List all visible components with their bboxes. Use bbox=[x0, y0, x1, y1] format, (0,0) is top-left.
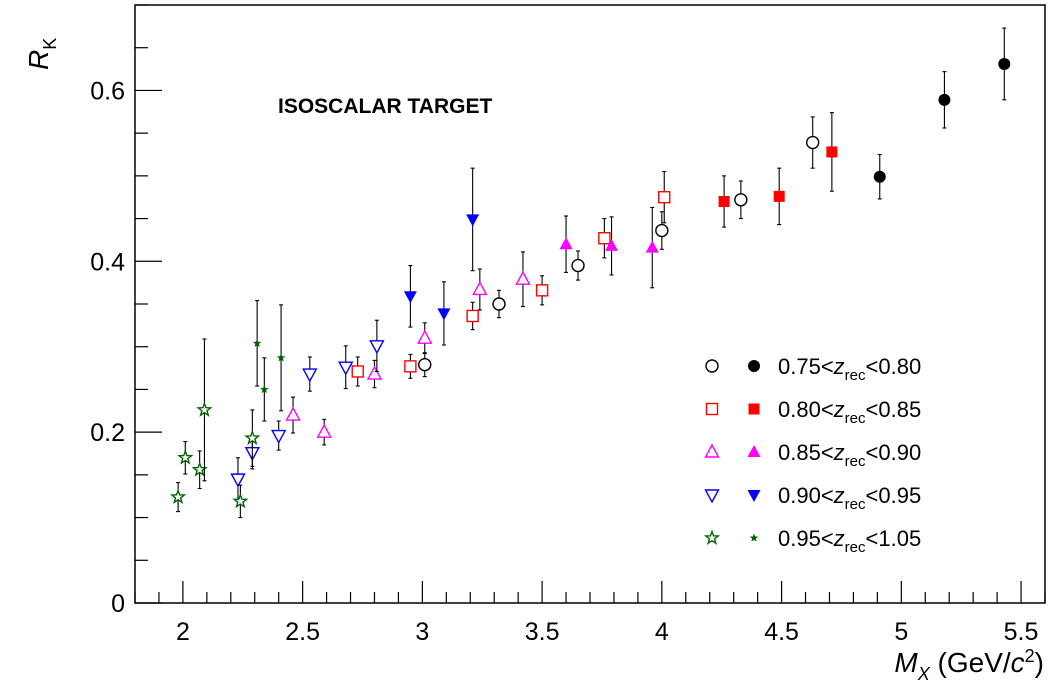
tick-labels: 2 2.5 3 3.5 4 4.5 5 5.5 0 0.2 0.4 0.6 bbox=[90, 77, 1038, 646]
legend: 0.75<zrec<0.80 0.80<zrec<0.85 0.85<zrec<0.… bbox=[703, 354, 921, 556]
data-point-open bbox=[515, 270, 531, 285]
data-point-open bbox=[404, 360, 417, 373]
x-tick-label: 5 bbox=[894, 618, 908, 646]
x-tick-label: 4 bbox=[655, 618, 669, 646]
data-point-open bbox=[230, 473, 246, 488]
data-point-open bbox=[285, 406, 301, 421]
data-point-open bbox=[658, 191, 671, 204]
x-tick-label: 4.5 bbox=[764, 618, 799, 646]
data-point-filled bbox=[938, 93, 951, 106]
data-point-open bbox=[316, 423, 332, 438]
legend-label: 0.95<zrec<1.05 bbox=[778, 526, 921, 556]
legend-label: 0.80<zrec<0.85 bbox=[778, 397, 921, 427]
data-point-open bbox=[169, 488, 187, 504]
data-point-filled bbox=[466, 214, 480, 227]
data-point-open bbox=[351, 365, 364, 378]
y-tick-label: 0 bbox=[111, 590, 125, 618]
data-point-filled bbox=[437, 308, 451, 321]
legend-label: 0.90<zrec<0.95 bbox=[778, 483, 921, 513]
x-tick-label: 3.5 bbox=[525, 618, 560, 646]
data-point-filled bbox=[826, 146, 838, 158]
data-point-open bbox=[196, 401, 213, 417]
legend-marker-filled bbox=[748, 360, 760, 372]
data-point-filled bbox=[645, 240, 659, 253]
data-point-open bbox=[417, 329, 433, 344]
data-point-filled bbox=[773, 190, 785, 202]
legend-marker-filled bbox=[748, 403, 760, 415]
data-point-open bbox=[535, 284, 549, 297]
x-tick-label: 5.5 bbox=[1004, 618, 1039, 646]
data-point-open bbox=[571, 258, 585, 273]
data-point-filled bbox=[873, 170, 886, 183]
data-point-filled bbox=[605, 238, 619, 251]
legend-marker-open bbox=[705, 402, 719, 416]
axis-ticks bbox=[134, 4, 1046, 604]
y-tick-label: 0.2 bbox=[90, 419, 125, 447]
y-tick-label: 0.6 bbox=[90, 77, 125, 105]
legend-marker-filled bbox=[747, 490, 761, 502]
legend-label: 0.75<zrec<0.80 bbox=[778, 354, 921, 384]
data-point-filled bbox=[276, 353, 286, 362]
data-point-open bbox=[338, 361, 354, 376]
data-point-filled bbox=[260, 384, 269, 394]
x-tick-label: 2.5 bbox=[285, 618, 320, 646]
legend-marker-open bbox=[704, 443, 720, 458]
data-point-filled bbox=[559, 237, 573, 250]
legend-label: 0.85<zrec<0.90 bbox=[778, 440, 921, 470]
data-point-open bbox=[271, 429, 287, 445]
legend-marker-open bbox=[705, 359, 719, 373]
data-point-filled bbox=[718, 195, 730, 207]
legend-marker-open bbox=[703, 529, 721, 545]
x-tick-label: 3 bbox=[415, 618, 429, 646]
data-point-filled bbox=[998, 57, 1011, 70]
data-point-filled bbox=[403, 291, 417, 304]
data-point-open bbox=[366, 365, 383, 380]
data-point-open bbox=[466, 309, 479, 323]
legend-marker-open bbox=[704, 489, 720, 504]
data-point-open bbox=[492, 297, 506, 311]
data-point-open bbox=[232, 492, 249, 509]
data-point-open bbox=[177, 449, 194, 465]
data-point-open bbox=[244, 429, 261, 446]
y-axis-title: RK bbox=[23, 38, 60, 70]
data-point-open bbox=[734, 193, 748, 207]
data-point-open bbox=[655, 223, 669, 238]
legend-marker-filled bbox=[749, 533, 759, 542]
x-axis-title: MX (GeV/c2) bbox=[894, 646, 1044, 684]
annotation-label: ISOSCALAR TARGET bbox=[278, 95, 492, 118]
data-point-open bbox=[806, 135, 820, 150]
data-point-open bbox=[369, 340, 385, 355]
data-points bbox=[169, 27, 1011, 519]
y-tick-label: 0.4 bbox=[90, 248, 125, 276]
data-point-open bbox=[418, 357, 432, 372]
data-point-filled bbox=[252, 338, 262, 347]
plot-frame bbox=[134, 4, 1046, 604]
data-point-open bbox=[472, 281, 488, 296]
data-point-open bbox=[302, 368, 318, 383]
data-point-open bbox=[598, 232, 611, 245]
x-tick-label: 2 bbox=[176, 618, 190, 646]
legend-marker-filled bbox=[747, 445, 761, 457]
